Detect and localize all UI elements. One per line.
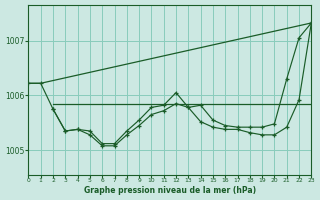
X-axis label: Graphe pression niveau de la mer (hPa): Graphe pression niveau de la mer (hPa) [84, 186, 256, 195]
